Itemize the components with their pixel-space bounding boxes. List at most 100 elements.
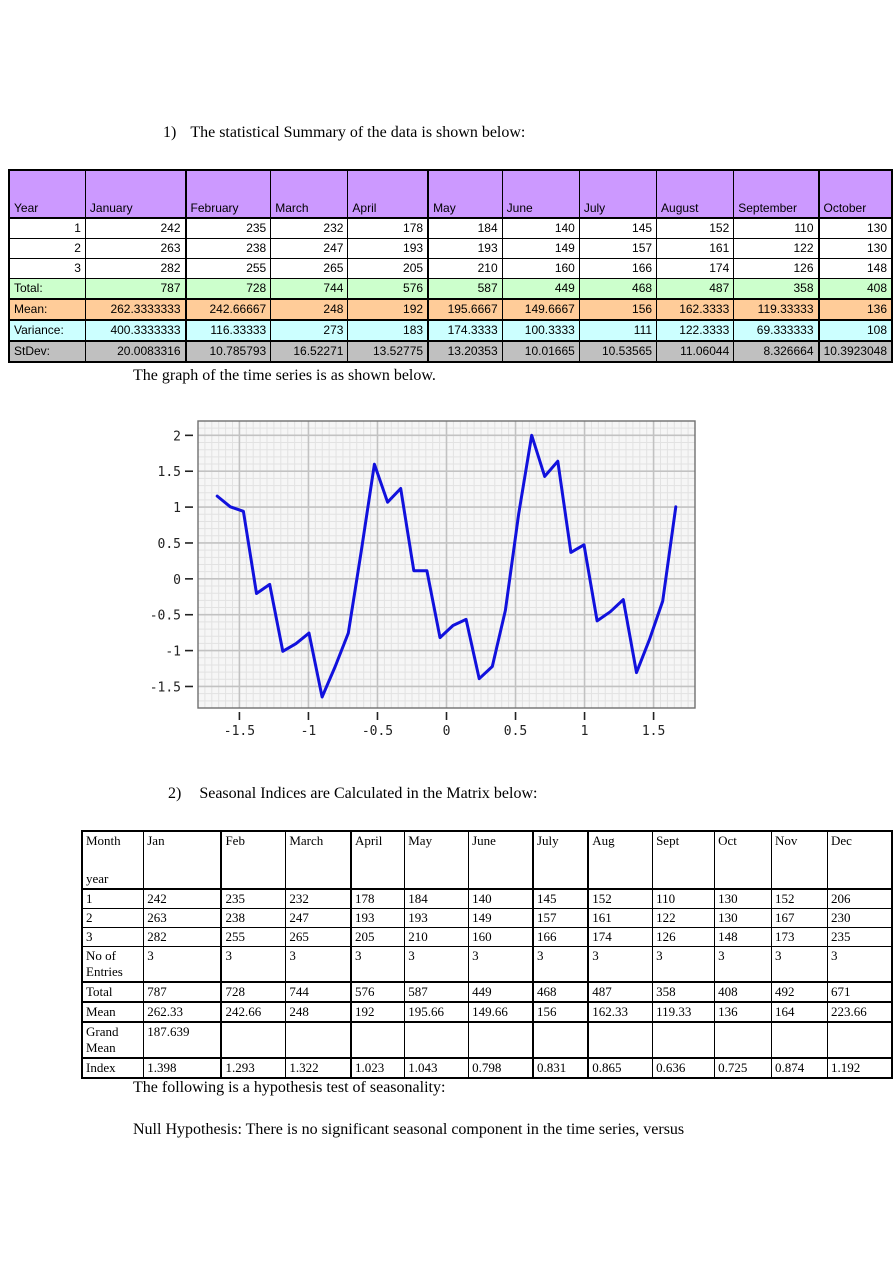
- seasonal-cell: 1.293: [220, 1057, 287, 1079]
- summary-cell: 174: [656, 258, 735, 279]
- summary-cell: 183: [347, 319, 429, 342]
- graph-caption: The graph of the time series is as shown…: [133, 367, 436, 384]
- seasonal-cell: 235: [827, 927, 893, 947]
- summary-header-row: Year January February March April May June July…: [8, 169, 893, 219]
- seasonal-cell: 262.33: [143, 1001, 222, 1023]
- summary-cell: 174.3333: [427, 319, 503, 342]
- summary-cell: 10.3923048: [817, 340, 893, 363]
- seasonal-column-header: Sept: [652, 830, 716, 890]
- seasonal-cell: 576: [349, 981, 406, 1003]
- seasonal-cell: 3: [143, 946, 222, 983]
- seasonal-cell: 468: [531, 981, 589, 1003]
- seasonal-row: Mean 262.33 242.66 248 192 195.66 149.66 156 162…: [81, 1001, 893, 1023]
- summary-cell: 8.326664: [733, 340, 819, 363]
- seasonal-cell: 787: [143, 981, 222, 1003]
- summary-cell: 100.3333: [501, 319, 580, 342]
- time-series-line: [215, 433, 678, 699]
- seasonal-row-label: No of Entries: [81, 946, 145, 983]
- seasonal-cell: 671: [827, 981, 893, 1003]
- y-axis-tick-label: 2: [173, 429, 181, 444]
- summary-cell: 152: [656, 217, 735, 239]
- seasonal-cell: [468, 1021, 534, 1059]
- summary-row-label: StDev:: [8, 340, 86, 363]
- summary-row: StDev: 20.0083316 10.785793 16.52271 13.5277…: [8, 340, 893, 363]
- summary-column-header: Year: [8, 169, 86, 219]
- summary-cell: 487: [656, 278, 735, 300]
- summary-column-header: March: [270, 169, 349, 219]
- summary-row-label: Variance:: [8, 319, 86, 342]
- seasonal-row: 2 263 238 247 193 193 149 157 161 122 130 167 230: [81, 908, 893, 928]
- summary-row: 3 282 255 265 205 210 160 166 174 126 148: [8, 258, 893, 279]
- seasonal-row-label: Index: [81, 1057, 145, 1079]
- summary-cell: 16.52271: [270, 340, 349, 363]
- seasonal-cell: 210: [404, 927, 470, 947]
- summary-cell: 265: [270, 258, 349, 279]
- seasonal-cell: 1.192: [827, 1057, 893, 1079]
- summary-cell: 242: [84, 217, 187, 239]
- summary-cell: 195.6667: [427, 298, 503, 321]
- seasonal-cell: 1.398: [143, 1057, 222, 1079]
- seasonal-cell: [827, 1021, 893, 1059]
- x-axis-tick-label: 0.5: [504, 724, 527, 739]
- seasonal-cell: [770, 1021, 829, 1059]
- summary-cell: 232: [270, 217, 349, 239]
- seasonal-cell: 235: [220, 888, 287, 909]
- summary-column-header: April: [347, 169, 429, 219]
- summary-cell: 10.53565: [578, 340, 658, 363]
- seasonal-cell: 3: [827, 946, 893, 983]
- summary-cell: 162.3333: [656, 298, 735, 321]
- seasonal-cell: 3: [714, 946, 772, 983]
- seasonal-row-label: 3: [81, 927, 145, 947]
- seasonal-cell: 247: [285, 908, 352, 928]
- seasonal-row: 1 242 235 232 178 184 140 145 152 110 130 152 206: [81, 888, 893, 909]
- summary-cell: 247: [270, 238, 349, 259]
- summary-cell: 255: [184, 258, 272, 279]
- seasonal-cell: 3: [531, 946, 589, 983]
- seasonal-column-header: July: [531, 830, 589, 890]
- seasonal-cell: [220, 1021, 287, 1059]
- seasonal-cell: 136: [714, 1001, 772, 1023]
- summary-cell: 235: [184, 217, 272, 239]
- seasonal-cell: 282: [143, 927, 222, 947]
- seasonal-cell: 157: [531, 908, 589, 928]
- summary-cell: 192: [347, 298, 429, 321]
- summary-cell: 122: [733, 238, 819, 259]
- seasonal-cell: 487: [587, 981, 654, 1003]
- seasonal-cell: 122: [652, 908, 716, 928]
- seasonal-cell: 230: [827, 908, 893, 928]
- summary-cell: 122.3333: [656, 319, 735, 342]
- seasonal-cell: 3: [587, 946, 654, 983]
- y-axis-tick-label: -0.5: [150, 609, 181, 624]
- seasonal-cell: 0.865: [587, 1057, 654, 1079]
- seasonal-row: 3 282 255 265 205 210 160 166 174 126 148 173 235: [81, 927, 893, 947]
- summary-cell: 449: [501, 278, 580, 300]
- seasonal-row: Grand Mean 187.639: [81, 1021, 893, 1059]
- time-series-chart-container: -1.5 -1 -0.5 0 0.5 1 1.5 2 -1.5 -1 -0.5 0 0.5 1 1.5: [148, 413, 708, 750]
- summary-cell: 193: [427, 238, 503, 259]
- summary-cell: 10.785793: [184, 340, 272, 363]
- seasonal-cell: 0.831: [531, 1057, 589, 1079]
- seasonal-row-label: 2: [81, 908, 145, 928]
- seasonal-column-header: June: [468, 830, 534, 890]
- seasonal-cell: 160: [468, 927, 534, 947]
- summary-row-label: 1: [8, 217, 86, 239]
- seasonal-cell: 492: [770, 981, 829, 1003]
- seasonal-cell: 193: [404, 908, 470, 928]
- y-axis-tick-label: -1.5: [150, 680, 181, 695]
- seasonal-column-header: Oct: [714, 830, 772, 890]
- summary-cell: 161: [656, 238, 735, 259]
- summary-row-label: 3: [8, 258, 86, 279]
- seasonal-cell: 232: [285, 888, 352, 909]
- seasonal-cell: 195.66: [404, 1001, 470, 1023]
- x-axis-tick-label: -1.5: [224, 724, 255, 739]
- summary-row-label: Mean:: [8, 298, 86, 321]
- seasonal-cell: 3: [220, 946, 287, 983]
- summary-cell: 111: [578, 319, 658, 342]
- seasonal-cell: 205: [349, 927, 406, 947]
- summary-cell: 282: [84, 258, 187, 279]
- seasonal-cell: 248: [285, 1001, 352, 1023]
- seasonal-cell: 265: [285, 927, 352, 947]
- y-axis-tick-label: 1.5: [158, 465, 181, 480]
- summary-cell: 110: [733, 217, 819, 239]
- seasonal-column-header: March: [285, 830, 352, 890]
